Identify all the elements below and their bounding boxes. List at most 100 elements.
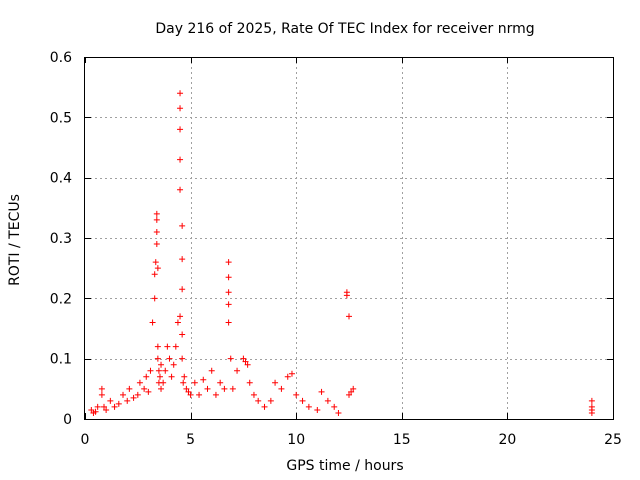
data-point (136, 379, 143, 386)
data-point (141, 385, 148, 392)
data-point (160, 379, 167, 386)
data-point (158, 385, 165, 392)
data-point (335, 409, 342, 416)
data-point (179, 355, 186, 362)
data-point (343, 292, 350, 299)
data-point (225, 274, 232, 281)
data-point (154, 355, 161, 362)
data-point (153, 241, 160, 248)
data-point (120, 391, 127, 398)
y-tick-labels: 0 0.1 0.2 0.3 0.4 0.5 0.6 (50, 50, 72, 428)
data-point (348, 388, 355, 395)
data-point (234, 367, 241, 374)
y-axis-label: ROTI / TECUs (7, 194, 23, 286)
data-point (288, 370, 295, 377)
y-tick-label: 0.4 (50, 171, 72, 187)
data-point (318, 388, 325, 395)
data-point (208, 367, 215, 374)
data-point (229, 385, 236, 392)
data-point (350, 385, 357, 392)
data-point (204, 385, 211, 392)
x-axis-label: GPS time / hours (286, 458, 403, 474)
data-point (227, 355, 234, 362)
x-tick-label: 25 (604, 432, 622, 448)
data-point (225, 301, 232, 308)
data-point (588, 397, 595, 404)
data-point (181, 373, 188, 380)
y-tick-label: 0.5 (50, 110, 72, 126)
data-point (185, 388, 192, 395)
data-point (196, 391, 203, 398)
data-point (179, 222, 186, 229)
x-tick-label: 15 (393, 432, 411, 448)
data-point (179, 286, 186, 293)
data-point (162, 367, 169, 374)
data-point (111, 403, 118, 410)
grid-lines (85, 57, 613, 419)
data-point (179, 256, 186, 263)
data-point (153, 216, 160, 223)
data-point (152, 259, 159, 266)
data-point (217, 379, 224, 386)
data-point (179, 331, 186, 338)
data-point (225, 319, 232, 326)
data-point (200, 376, 207, 383)
data-point (168, 373, 175, 380)
data-point (299, 397, 306, 404)
data-point (180, 379, 187, 386)
data-point (155, 367, 162, 374)
data-point (107, 397, 114, 404)
data-point (314, 406, 321, 413)
data-point (153, 210, 160, 217)
data-point (191, 379, 198, 386)
y-tick-label: 0 (63, 412, 72, 428)
data-point (244, 361, 251, 368)
data-point (154, 265, 161, 272)
data-point (101, 403, 108, 410)
data-point (151, 295, 158, 302)
data-point (255, 397, 262, 404)
data-point (305, 403, 312, 410)
data-point (177, 105, 184, 112)
data-point (242, 358, 249, 365)
x-tick-label: 20 (498, 432, 516, 448)
data-point (126, 385, 133, 392)
chart-title: Day 216 of 2025, Rate Of TEC Index for r… (155, 21, 534, 37)
data-point (293, 391, 300, 398)
data-points (88, 90, 595, 416)
x-tick-label: 0 (81, 432, 90, 448)
data-point (261, 403, 268, 410)
data-point (154, 343, 161, 350)
data-point (149, 319, 156, 326)
data-point (267, 397, 274, 404)
y-tick-label: 0.3 (50, 231, 72, 247)
data-point (115, 400, 122, 407)
data-point (103, 406, 110, 413)
x-tick-label: 5 (186, 432, 195, 448)
data-point (346, 313, 352, 320)
data-point (183, 385, 190, 392)
data-point (143, 373, 150, 380)
data-point (164, 343, 171, 350)
data-point (177, 156, 184, 163)
data-point (177, 126, 184, 133)
data-point (177, 186, 184, 193)
data-point (225, 289, 232, 296)
data-point (588, 409, 595, 416)
plot-frame (84, 57, 614, 420)
x-tick-labels: 0 5 10 15 20 25 (81, 432, 622, 448)
data-point (88, 406, 95, 413)
data-point (170, 361, 177, 368)
data-point (346, 391, 352, 398)
data-point (158, 361, 165, 368)
data-point (225, 259, 232, 266)
data-point (134, 391, 141, 398)
data-point (187, 391, 194, 398)
data-point (221, 385, 228, 392)
data-point (174, 319, 181, 326)
data-point (145, 388, 152, 395)
data-point (240, 355, 247, 362)
data-point (98, 385, 105, 392)
axis-ticks (85, 57, 614, 420)
